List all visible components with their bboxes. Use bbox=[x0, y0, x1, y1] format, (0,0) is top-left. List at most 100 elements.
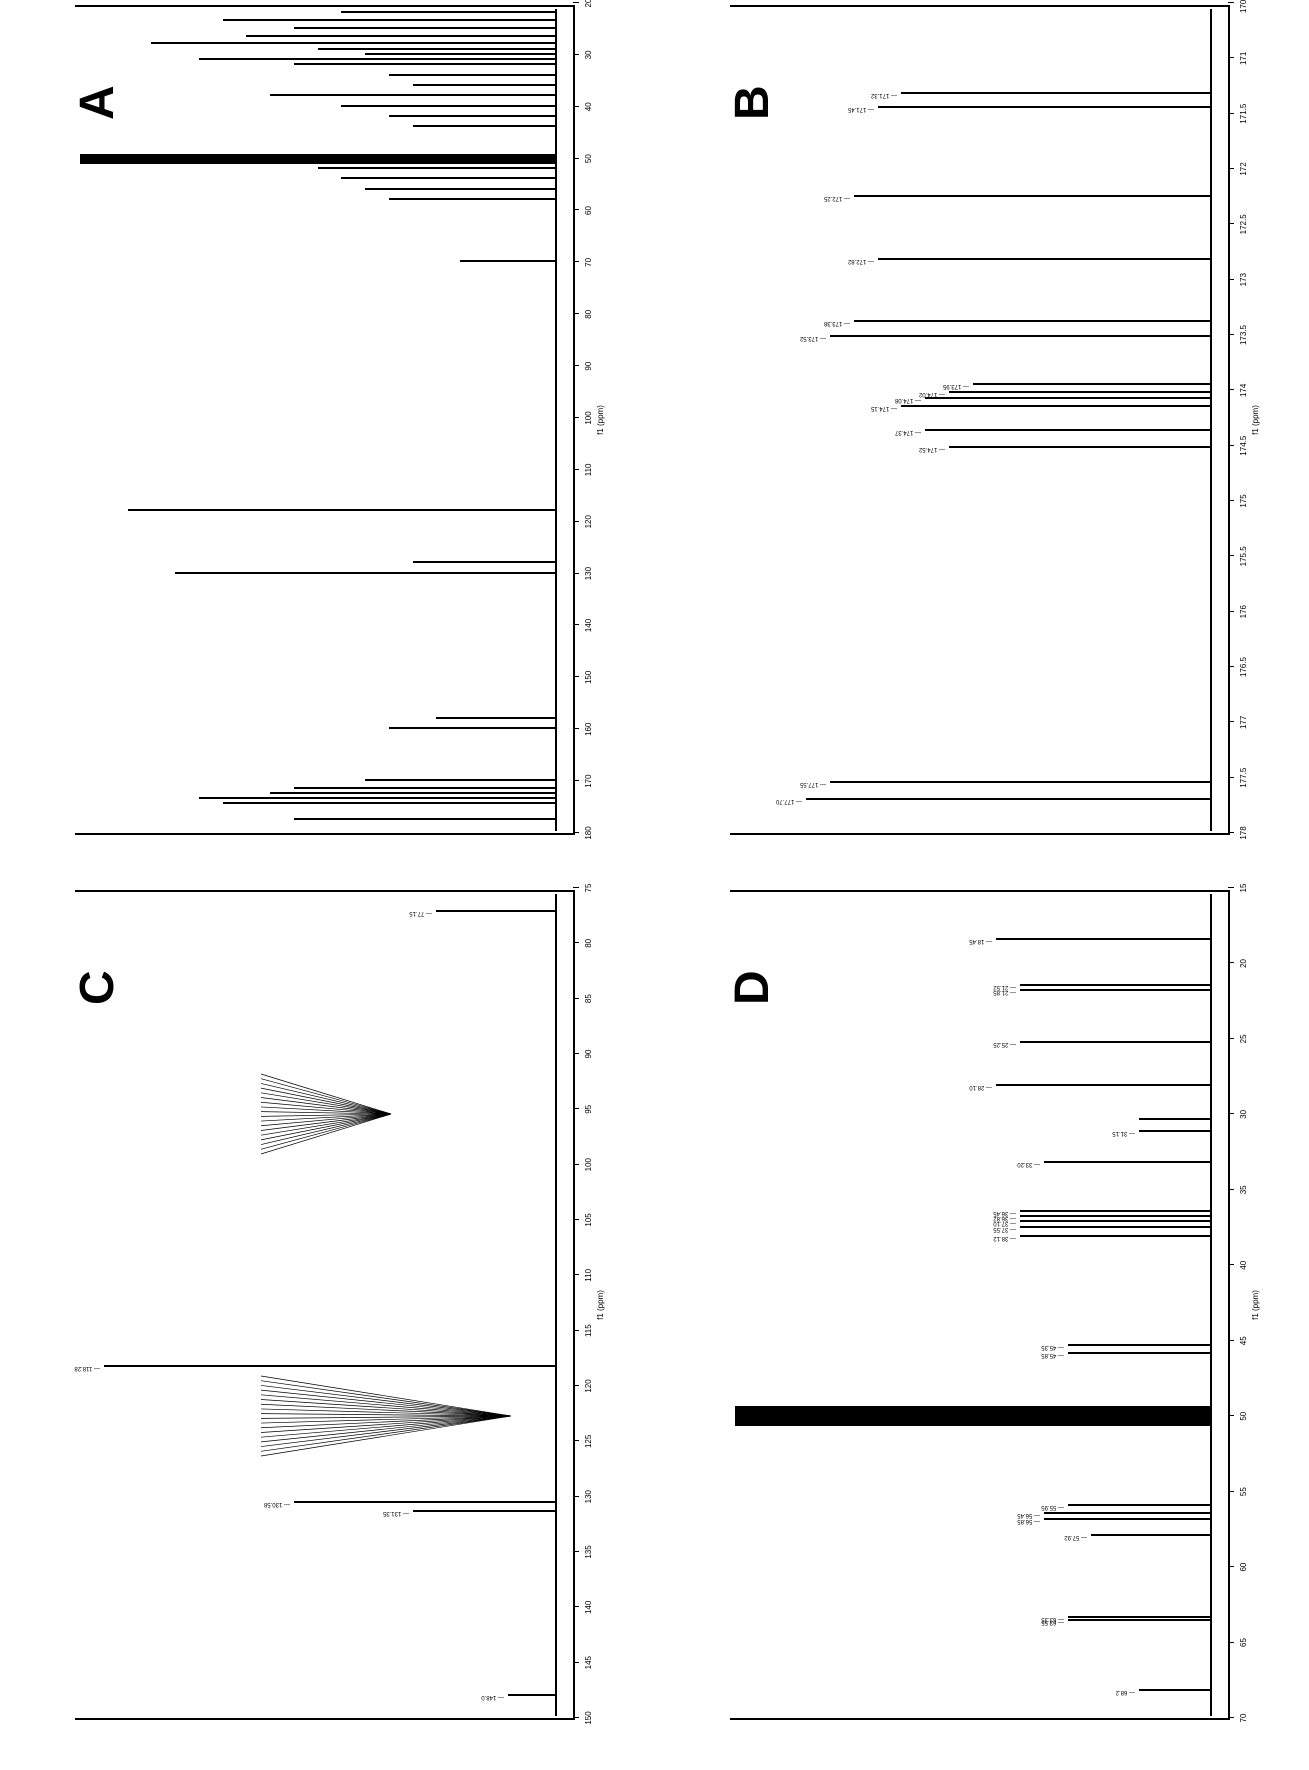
tick-label: 172.5 bbox=[1239, 214, 1248, 234]
spectrum-a: f1 (ppm) 2030405060708090100110120130140… bbox=[75, 5, 575, 835]
tick-label: 70 bbox=[1239, 1714, 1248, 1723]
panel-a: A f1 (ppm) 20304050607080901001101201301… bbox=[0, 0, 655, 885]
peak bbox=[294, 787, 555, 789]
peak bbox=[508, 1694, 556, 1696]
tick bbox=[1228, 1415, 1234, 1416]
tick bbox=[1228, 1038, 1234, 1039]
peak-label: — 38.12 bbox=[993, 1235, 1016, 1241]
peak-label: — 45.85 bbox=[1041, 1352, 1064, 1358]
peak bbox=[996, 1084, 1210, 1086]
spectrum-b: f1 (ppm) — 177.70— 177.55— 174.52— 174.3… bbox=[730, 5, 1230, 835]
peak bbox=[1044, 1161, 1210, 1163]
tick bbox=[573, 1662, 579, 1663]
tick-label: 170.5 bbox=[1239, 0, 1248, 13]
peak-label: — 56.85 bbox=[1017, 1518, 1040, 1524]
peak bbox=[901, 92, 1210, 94]
peak-label: — 33.20 bbox=[1017, 1161, 1040, 1167]
tick-label: 120 bbox=[584, 1379, 593, 1392]
tick-label: 176 bbox=[1239, 605, 1248, 618]
tick bbox=[573, 998, 579, 999]
peak bbox=[436, 717, 555, 719]
tick bbox=[1228, 1340, 1234, 1341]
tick bbox=[1228, 1113, 1234, 1114]
tick bbox=[573, 573, 579, 574]
tick bbox=[1228, 168, 1234, 169]
peak bbox=[294, 818, 555, 820]
peak-label: — 68.2 bbox=[1115, 1689, 1134, 1695]
tick-label: 105 bbox=[584, 1213, 593, 1226]
tick bbox=[1228, 445, 1234, 446]
peak bbox=[878, 106, 1211, 108]
tick bbox=[573, 365, 579, 366]
spectrum-c: f1 (ppm) — 148.0— 131.35— 130.58— 118.28… bbox=[75, 890, 575, 1720]
tick bbox=[1228, 777, 1234, 778]
tick bbox=[573, 1164, 579, 1165]
peak bbox=[318, 167, 556, 169]
peak-label: — 172.25 bbox=[824, 195, 850, 201]
tick-label: 175.5 bbox=[1239, 546, 1248, 566]
tick-label: 100 bbox=[584, 1158, 593, 1171]
peak bbox=[854, 195, 1210, 197]
peak bbox=[365, 53, 555, 55]
tick bbox=[1228, 57, 1234, 58]
tick bbox=[573, 210, 579, 211]
tick-label: 30 bbox=[1239, 1110, 1248, 1119]
tick bbox=[573, 1717, 579, 1718]
tick bbox=[573, 676, 579, 677]
tick-label: 60 bbox=[584, 206, 593, 215]
peak-label: — 55.95 bbox=[1041, 1504, 1064, 1510]
tick-label: 140 bbox=[584, 619, 593, 632]
peak bbox=[223, 19, 556, 21]
baseline-d bbox=[1210, 894, 1212, 1716]
peak-label: — 118.28 bbox=[74, 1365, 100, 1371]
peak bbox=[294, 63, 555, 65]
peak bbox=[1068, 1344, 1211, 1346]
tick bbox=[573, 1219, 579, 1220]
tick-label: 173 bbox=[1239, 273, 1248, 286]
tick bbox=[1228, 500, 1234, 501]
tick-label: 115 bbox=[584, 1324, 593, 1337]
peak bbox=[199, 58, 555, 60]
tick-label: 180 bbox=[584, 826, 593, 839]
tick-label: 40 bbox=[1239, 1261, 1248, 1270]
peak-label: — 25.25 bbox=[993, 1041, 1016, 1047]
peak bbox=[246, 35, 555, 37]
peak-label: — 177.70 bbox=[776, 798, 802, 804]
tick bbox=[573, 158, 579, 159]
peak bbox=[901, 405, 1210, 407]
tick bbox=[573, 1053, 579, 1054]
peak-label: — 174.02 bbox=[919, 391, 945, 397]
peak bbox=[436, 910, 555, 912]
tick bbox=[1228, 1566, 1234, 1567]
tick-label: 145 bbox=[584, 1656, 593, 1669]
tick bbox=[573, 106, 579, 107]
peak bbox=[199, 797, 555, 799]
tick bbox=[1228, 2, 1234, 3]
baseline-a bbox=[555, 9, 557, 831]
tick bbox=[573, 728, 579, 729]
peak-label: — 174.37 bbox=[895, 429, 921, 435]
peak bbox=[341, 177, 555, 179]
peak-label: — 57.92 bbox=[1065, 1534, 1088, 1540]
peak-label: — 172.82 bbox=[847, 258, 873, 264]
tick bbox=[1228, 962, 1234, 963]
spectrum-d: f1 (ppm) — 68.2— 63.55— 63.35— 57.92— 56… bbox=[730, 890, 1230, 1720]
peak-label: — 63.35 bbox=[1041, 1616, 1064, 1622]
tick-label: 60 bbox=[1239, 1563, 1248, 1572]
tick bbox=[1228, 113, 1234, 114]
peak bbox=[925, 397, 1210, 399]
tick bbox=[573, 2, 579, 3]
peak bbox=[294, 27, 555, 29]
tick-label: 80 bbox=[584, 310, 593, 319]
peak-label: — 45.35 bbox=[1041, 1344, 1064, 1350]
peak bbox=[389, 198, 555, 200]
tick-label: 85 bbox=[584, 994, 593, 1003]
tick-label: 20 bbox=[584, 0, 593, 7]
peak bbox=[413, 126, 556, 128]
peak-label: — 173.52 bbox=[800, 335, 826, 341]
tick bbox=[1228, 334, 1234, 335]
peak-label: — 36.45 bbox=[993, 1210, 1016, 1216]
peak bbox=[413, 84, 556, 86]
peak bbox=[341, 11, 555, 13]
tick bbox=[573, 521, 579, 522]
